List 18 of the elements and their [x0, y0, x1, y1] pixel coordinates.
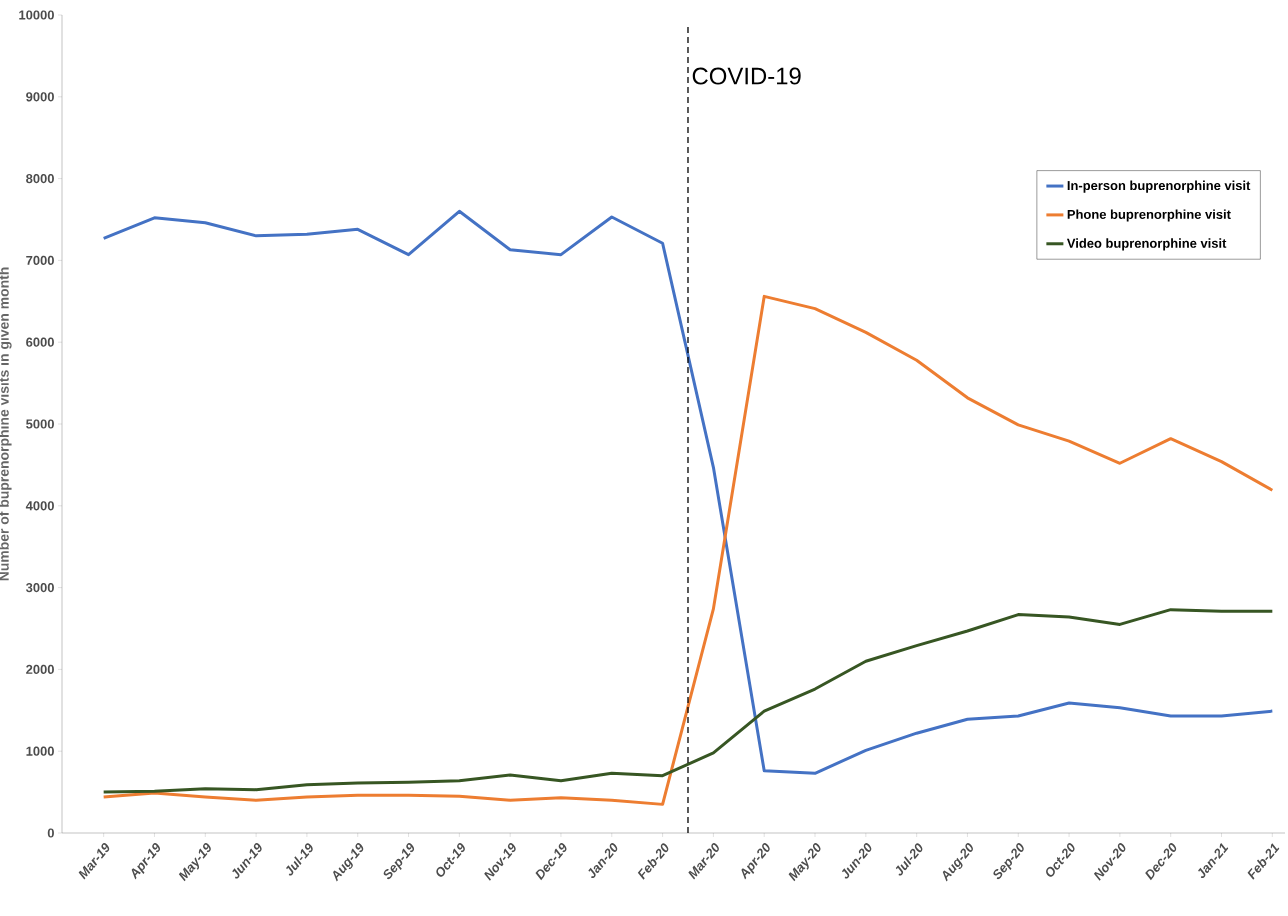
legend-label: Video buprenorphine visit	[1066, 238, 1227, 251]
line-series	[102, 294, 1274, 806]
y-tick-label: 3000	[25, 583, 54, 593]
y-tick-label: 8000	[26, 174, 54, 184]
line-series	[102, 209, 1274, 775]
y-tick-label: 7000	[26, 255, 54, 265]
y-tick-label: 0	[47, 828, 54, 838]
annotation: COVID-19	[692, 67, 801, 85]
y-tick-label: 4000	[25, 501, 54, 511]
legend-label: In-person buprenorphine visit	[1067, 180, 1251, 193]
y-tick-label: 2000	[26, 664, 54, 674]
y-tick-label: 5000	[26, 419, 54, 429]
y-tick-label: 9000	[26, 92, 54, 102]
line-series	[102, 608, 1274, 794]
y-tick-label: 6000	[26, 337, 54, 347]
y-tick-label: 10000	[19, 10, 54, 20]
legend-label: Phone buprenorphine visit	[1067, 209, 1231, 222]
y-tick-label: 1000	[26, 746, 54, 756]
